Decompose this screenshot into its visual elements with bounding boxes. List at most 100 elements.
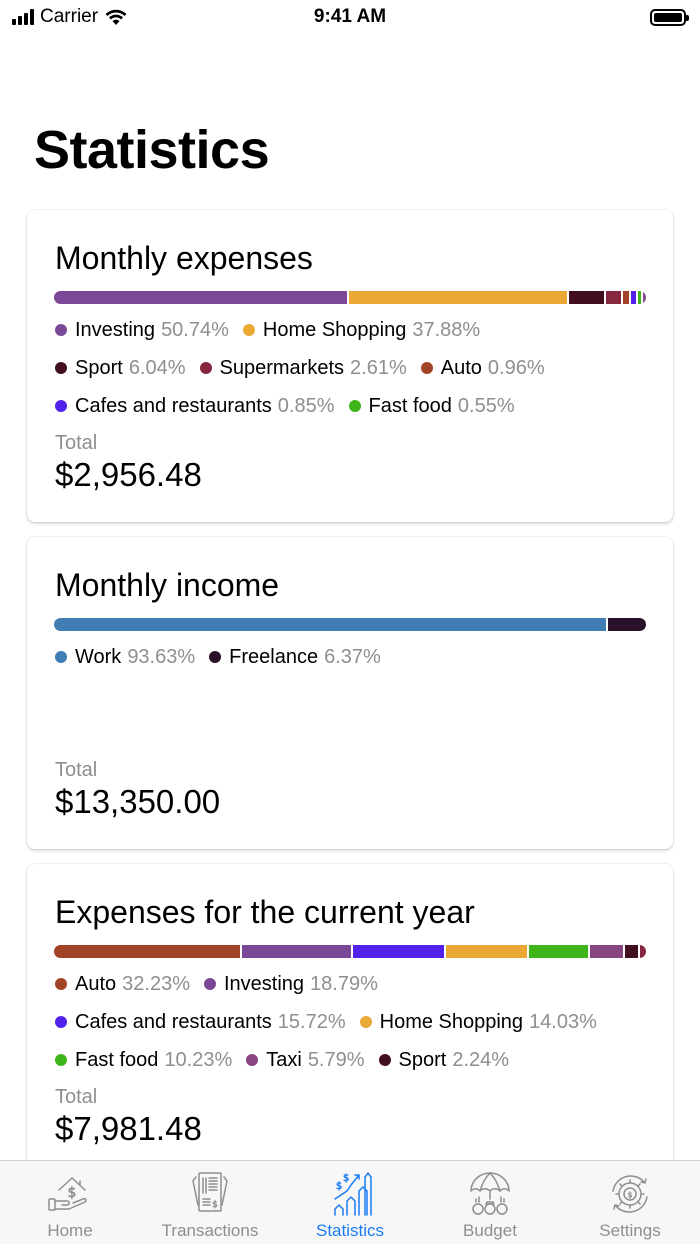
legend-item: Work 93.63% bbox=[55, 646, 195, 669]
status-time: 9:41 AM bbox=[313, 6, 387, 27]
legend: Work 93.63% Freelance 6.37% bbox=[55, 638, 655, 676]
tab-transactions[interactable]: $ Transactions bbox=[140, 1161, 280, 1244]
bar-segment bbox=[348, 291, 568, 304]
money-gear-icon: $ bbox=[612, 1175, 648, 1213]
total-value: $7,981.48 bbox=[55, 1110, 202, 1147]
legend-label: Fast food bbox=[368, 394, 452, 417]
legend-row: Cafes and restaurants 0.85% Fast food 0.55% bbox=[55, 387, 655, 425]
legend-percent: 0.85% bbox=[277, 394, 335, 417]
legend-percent: 0.96% bbox=[487, 356, 545, 379]
bar-segment bbox=[608, 618, 646, 631]
tab-settings[interactable]: $ Settings bbox=[560, 1161, 700, 1244]
bar-segment bbox=[569, 291, 605, 304]
total-label: Total bbox=[55, 432, 98, 454]
svg-text:$: $ bbox=[212, 1200, 218, 1210]
legend-dot-icon bbox=[359, 1016, 372, 1028]
bar-segment bbox=[625, 945, 639, 958]
bar-segment bbox=[54, 291, 347, 304]
card-title: Expenses for the current year bbox=[55, 894, 475, 930]
page-title: Statistics bbox=[34, 120, 270, 180]
legend-percent: 6.04% bbox=[128, 356, 186, 379]
growth-chart-icon: $ $ bbox=[334, 1172, 372, 1216]
legend-item: Cafes and restaurants 0.85% bbox=[55, 395, 335, 418]
signal-icon bbox=[12, 9, 34, 25]
legend-item: Fast food 0.55% bbox=[348, 394, 515, 418]
legend-percent: 2.61% bbox=[350, 356, 407, 379]
bar-segment bbox=[445, 945, 527, 958]
legend-percent: 14.03% bbox=[529, 1010, 597, 1033]
legend-dot-icon bbox=[246, 1054, 259, 1066]
legend-percent: 10.23% bbox=[164, 1048, 233, 1071]
carrier-label: Carrier bbox=[40, 6, 99, 27]
legend-label: Taxi bbox=[266, 1048, 302, 1071]
bar-segment bbox=[242, 945, 351, 958]
legend-dot-icon bbox=[199, 362, 212, 374]
legend-dot-icon bbox=[420, 362, 433, 374]
legend-item: Cafes and restaurants 15.72% bbox=[55, 1011, 346, 1034]
legend-percent: 32.23% bbox=[122, 972, 190, 995]
wifi-icon bbox=[105, 9, 127, 25]
legend-row: Fast food 10.23% Taxi 5.79% Sport 2.24% bbox=[55, 1041, 655, 1079]
legend-percent: 0.55% bbox=[457, 394, 515, 417]
yearly-expenses-card[interactable]: Expenses for the current year Auto 32.23%… bbox=[27, 864, 673, 1194]
legend-percent: 50.74% bbox=[161, 318, 229, 341]
legend: Auto 32.23% Investing 18.79% Cafes and resta… bbox=[55, 965, 655, 1079]
legend-label: Cafes and restaurants bbox=[75, 394, 272, 417]
legend-percent: 37.88% bbox=[412, 318, 481, 341]
bar-segment bbox=[643, 291, 646, 304]
bar-segment bbox=[637, 291, 642, 304]
bar-segment bbox=[528, 945, 588, 958]
monthly-expenses-card[interactable]: Monthly expenses Investing 50.74% Home Sho… bbox=[27, 210, 673, 522]
legend-dot-icon bbox=[55, 400, 67, 412]
legend-percent: 5.79% bbox=[307, 1048, 365, 1071]
monthly-income-card[interactable]: Monthly income Work 93.63% Freelance 6.37% … bbox=[27, 537, 673, 849]
umbrella-money-icon bbox=[470, 1172, 510, 1215]
legend-dot-icon bbox=[378, 1054, 391, 1066]
legend-dot-icon bbox=[55, 362, 67, 374]
legend-label: Investing bbox=[75, 318, 156, 341]
svg-text:$: $ bbox=[627, 1191, 632, 1200]
legend-label: Fast food bbox=[75, 1048, 159, 1071]
legend-item: Auto 0.96% bbox=[420, 356, 545, 380]
legend-item: Investing 18.79% bbox=[204, 973, 378, 996]
bar-segment bbox=[640, 945, 646, 958]
legend-label: Cafes and restaurants bbox=[75, 1010, 272, 1033]
legend-row: Investing 50.74% Home Shopping 37.88% bbox=[55, 311, 655, 349]
legend-item: Auto 32.23% bbox=[55, 973, 190, 996]
legend-label: Auto bbox=[440, 356, 482, 379]
legend-row: Work 93.63% Freelance 6.37% bbox=[55, 638, 655, 676]
tab-label: Budget bbox=[463, 1221, 517, 1240]
stacked-bar bbox=[54, 618, 646, 631]
status-bar: Carrier 9:41 AM bbox=[0, 0, 700, 40]
bar-segment bbox=[623, 291, 629, 304]
legend-percent: 2.24% bbox=[452, 1048, 510, 1071]
legend-item: Supermarkets 2.61% bbox=[199, 356, 407, 380]
legend-dot-icon bbox=[55, 324, 67, 336]
tab-label: Home bbox=[47, 1221, 93, 1240]
legend-label: Freelance bbox=[229, 645, 319, 668]
tab-statistics[interactable]: $ $ Statistics bbox=[280, 1161, 420, 1244]
battery-icon bbox=[650, 9, 689, 26]
legend-item: Home Shopping 14.03% bbox=[359, 1010, 597, 1034]
bar-segment bbox=[589, 945, 624, 958]
legend-row: Sport 6.04% Supermarkets 2.61% Auto 0.96% bbox=[55, 349, 655, 387]
bar-segment bbox=[54, 618, 607, 631]
legend-item: Sport 2.24% bbox=[378, 1048, 510, 1072]
legend-label: Home Shopping bbox=[262, 318, 407, 341]
legend-dot-icon bbox=[55, 1054, 67, 1066]
legend-row: Auto 32.23% Investing 18.79% bbox=[55, 965, 655, 1003]
stacked-bar bbox=[54, 291, 646, 304]
legend-item: Fast food 10.23% bbox=[55, 1049, 232, 1072]
card-title: Monthly expenses bbox=[55, 240, 313, 276]
tab-home[interactable]: $ Home bbox=[0, 1161, 140, 1244]
legend-label: Supermarkets bbox=[219, 356, 345, 379]
legend-dot-icon bbox=[55, 1016, 67, 1028]
legend-dot-icon bbox=[204, 978, 216, 990]
bar-segment bbox=[54, 945, 241, 958]
home-money-icon: $ bbox=[48, 1177, 87, 1211]
tab-budget[interactable]: Budget bbox=[420, 1161, 560, 1244]
total-value: $13,350.00 bbox=[55, 783, 221, 820]
bar-segment bbox=[630, 291, 636, 304]
tab-label: Settings bbox=[599, 1221, 661, 1240]
legend-percent: 93.63% bbox=[127, 645, 196, 668]
